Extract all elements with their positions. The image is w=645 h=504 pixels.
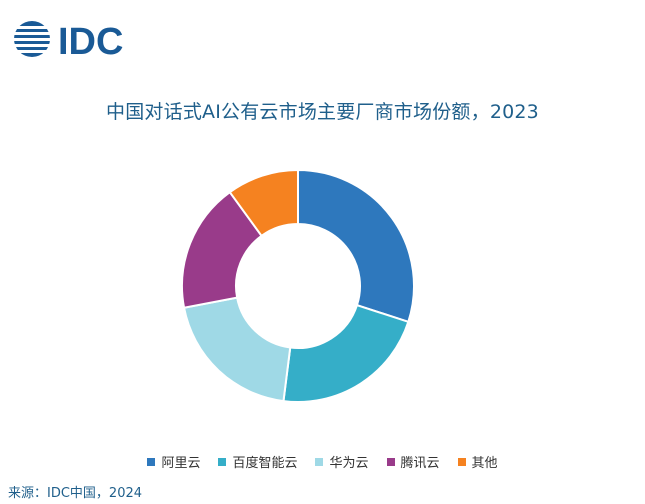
legend-label: 腾讯云 xyxy=(400,456,440,471)
legend-swatch xyxy=(457,457,466,466)
chart-legend: 阿里云 百度智能云 华为云 腾讯云 其他 xyxy=(0,452,645,471)
idc-logo: IDC xyxy=(12,21,123,60)
legend-item: 百度智能云 xyxy=(218,452,297,471)
slice-1 xyxy=(282,303,410,403)
legend-swatch xyxy=(147,457,156,466)
legend-swatch xyxy=(386,457,395,466)
chart-title: 中国对话式AI公有云市场主要厂商市场份额，2023 xyxy=(106,101,539,123)
legend-item: 阿里云 xyxy=(147,452,200,471)
legend-item: 其他 xyxy=(457,452,498,471)
slice-2 xyxy=(182,296,292,403)
legend-label: 百度智能云 xyxy=(232,456,298,471)
legend-swatch xyxy=(315,457,324,466)
source-note: 来源：IDC中国，2024 xyxy=(8,486,143,501)
legend-label: 其他 xyxy=(471,456,498,471)
legend-swatch xyxy=(218,457,227,466)
logo-text: IDC xyxy=(58,21,123,60)
legend-label: 华为云 xyxy=(329,456,369,471)
globe-icon xyxy=(12,21,52,57)
slice-0 xyxy=(297,168,415,324)
legend-label: 阿里云 xyxy=(161,456,201,471)
slice-4 xyxy=(228,168,299,238)
legend-item: 华为云 xyxy=(315,452,369,471)
legend-item: 腾讯云 xyxy=(386,452,440,471)
